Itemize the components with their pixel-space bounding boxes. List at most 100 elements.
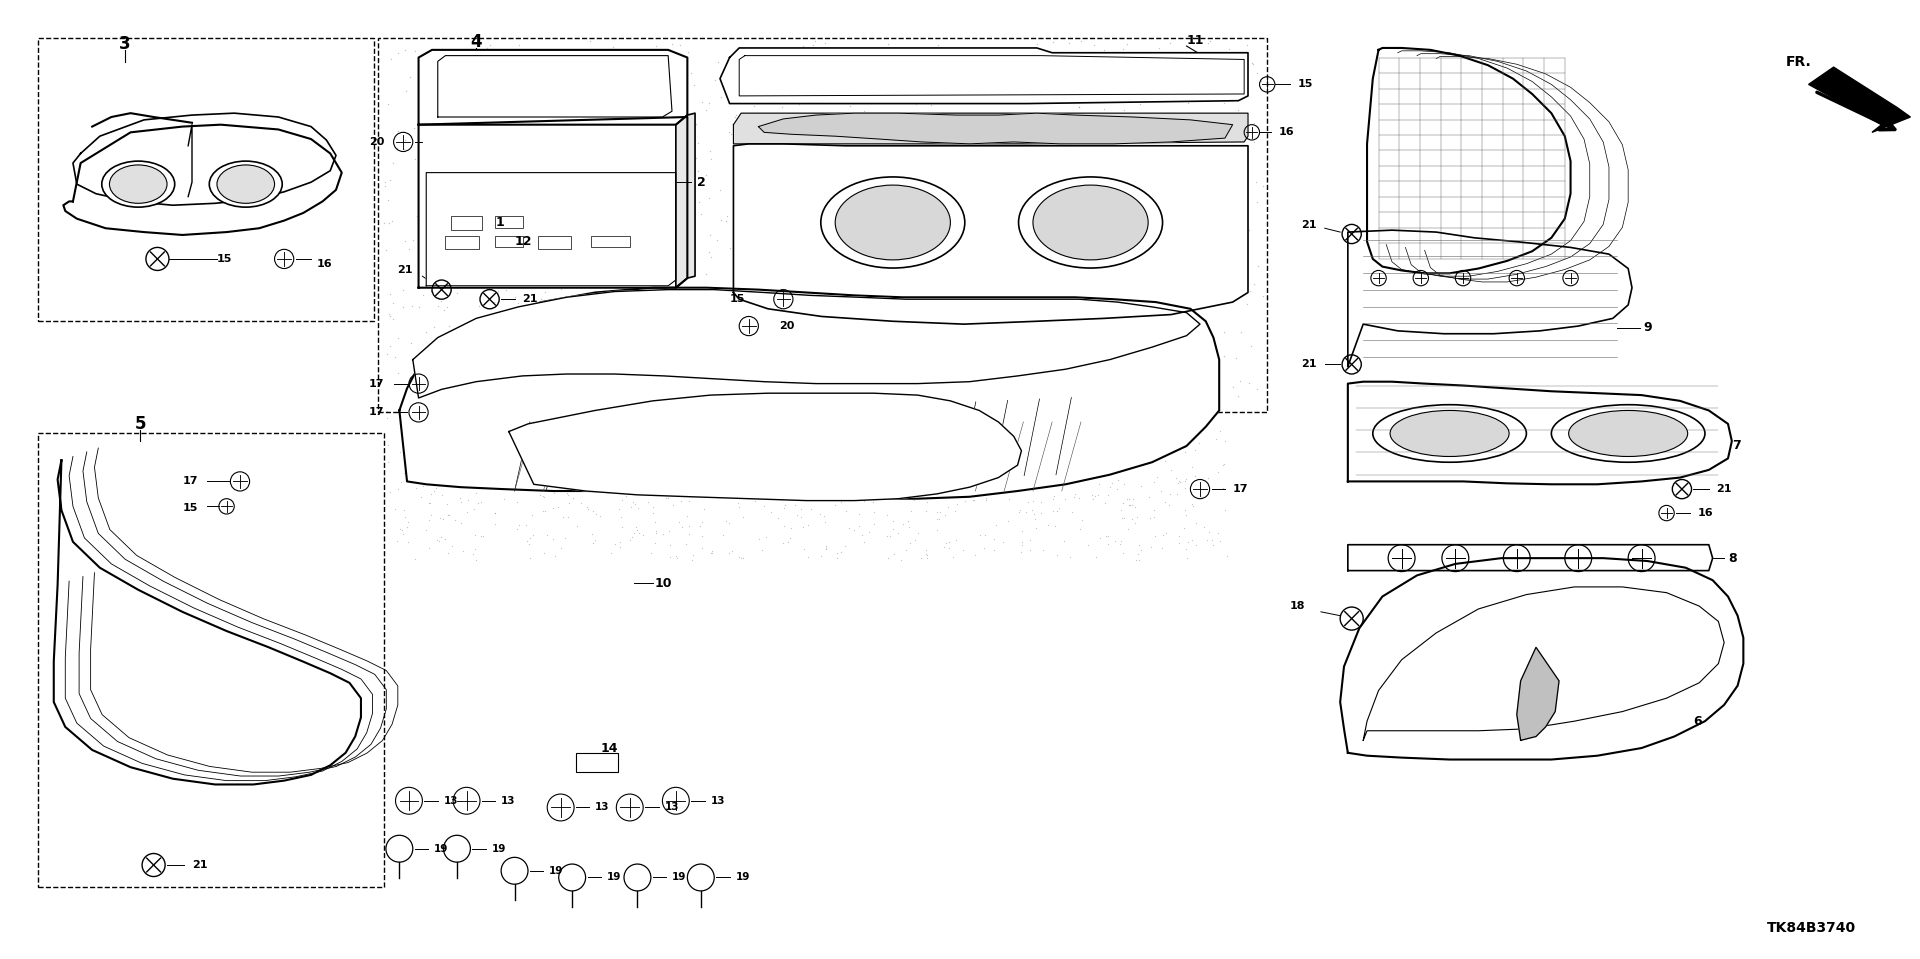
Point [1020,56,1050,71]
Point [1054,119,1085,134]
Point [459,527,490,543]
Point [1179,316,1210,331]
Point [1119,516,1150,531]
Point [697,345,728,361]
Point [614,465,645,480]
Point [413,77,444,92]
Point [486,156,516,172]
Point [1227,325,1258,340]
Point [962,407,993,422]
Point [849,152,879,167]
Point [749,461,780,477]
Point [728,509,758,525]
Point [1175,394,1206,409]
Point [561,518,591,533]
Point [1050,307,1081,322]
Point [900,96,931,111]
Polygon shape [399,288,1219,499]
Point [511,365,541,381]
Point [478,293,509,309]
Point [829,169,860,184]
Point [710,213,741,228]
Point [1175,332,1206,347]
Point [482,113,513,129]
Point [839,523,870,538]
Point [545,281,576,296]
Point [1050,158,1081,174]
Point [975,298,1006,314]
Point [966,428,996,443]
Point [651,490,682,505]
Point [430,462,461,478]
Point [747,331,778,346]
Point [432,507,463,523]
Point [1025,494,1056,509]
Point [783,348,814,363]
Point [1179,469,1210,484]
Point [920,260,950,275]
Point [513,88,543,104]
Point [1014,261,1044,276]
Point [1037,466,1068,481]
Point [1183,490,1213,505]
Point [876,92,906,107]
Point [991,435,1021,451]
Point [1083,283,1114,298]
Point [566,400,597,415]
Point [1096,385,1127,400]
Point [1100,323,1131,339]
Point [962,166,993,181]
Point [628,248,659,264]
Point [524,427,555,442]
Point [634,480,664,496]
Point [1058,489,1089,504]
Point [457,41,488,57]
Point [1069,434,1100,450]
Point [883,526,914,541]
Point [870,152,900,167]
Point [804,298,835,314]
Point [981,212,1012,227]
Point [977,542,1008,557]
Point [595,82,626,98]
Point [540,175,570,191]
Point [1073,188,1104,203]
Point [804,506,835,522]
Point [1102,184,1133,199]
Point [390,234,420,249]
Point [547,213,578,228]
Point [730,460,760,476]
Point [755,433,785,449]
Point [516,527,547,543]
Ellipse shape [1390,410,1509,456]
Point [639,306,670,321]
Point [806,364,837,380]
Point [1083,477,1114,492]
Point [1010,42,1041,58]
Point [1073,450,1104,465]
Point [1037,59,1068,75]
Point [851,333,881,348]
Point [922,286,952,301]
Point [772,259,803,274]
Point [449,274,480,290]
Point [415,194,445,209]
Point [699,73,730,88]
Point [947,144,977,159]
Point [1208,480,1238,495]
Point [1010,504,1041,520]
Point [810,541,841,556]
Point [513,411,543,427]
Point [735,81,766,96]
Point [482,446,513,461]
Point [1221,350,1252,365]
Point [960,371,991,386]
Point [618,405,649,420]
Point [637,505,668,521]
Point [762,510,793,526]
Point [893,395,924,410]
Point [651,160,682,175]
Point [877,474,908,489]
Point [674,187,705,202]
Point [854,171,885,186]
